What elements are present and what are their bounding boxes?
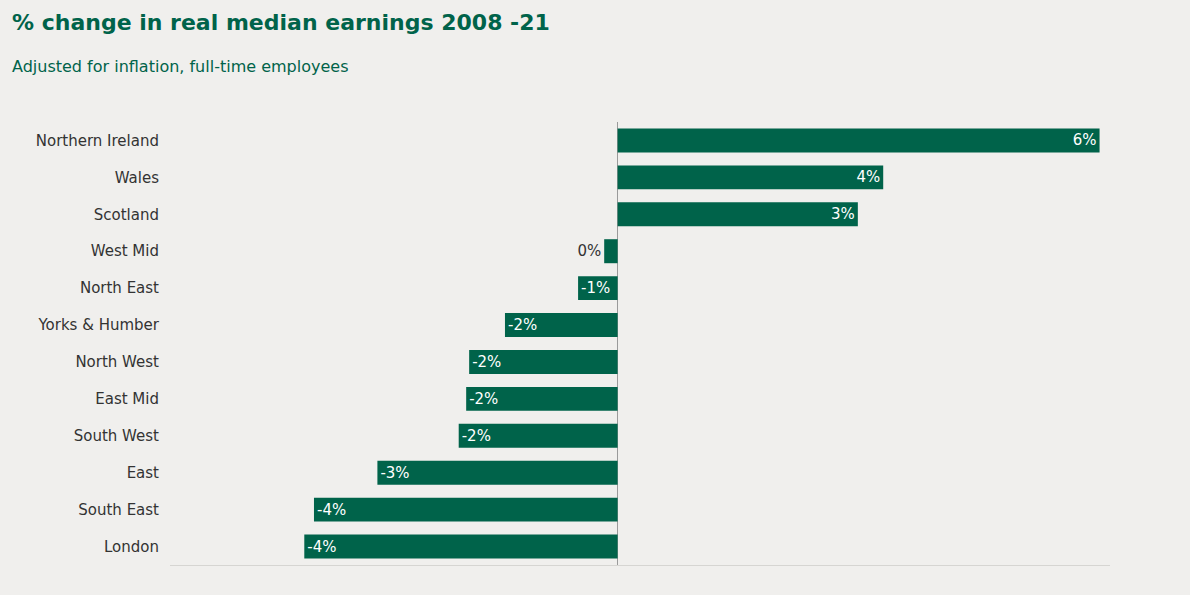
svg-text:-2%: -2% [462,427,491,445]
svg-text:-3%: -3% [380,464,409,482]
svg-text:Yorks & Humber: Yorks & Humber [37,316,159,334]
svg-text:South West: South West [74,427,159,445]
svg-text:4%: 4% [856,168,880,186]
svg-text:-4%: -4% [307,538,336,556]
svg-text:Scotland: Scotland [94,206,159,224]
svg-text:Adjusted for inflation, full-t: Adjusted for inflation, full-time employ… [12,57,348,76]
svg-text:London: London [104,538,159,556]
svg-text:3%: 3% [831,205,855,223]
svg-text:East Mid: East Mid [95,390,159,408]
svg-text:West Mid: West Mid [91,242,159,260]
svg-text:Wales: Wales [115,169,159,187]
svg-text:East: East [127,464,159,482]
svg-text:6%: 6% [1073,131,1097,149]
svg-text:Northern Ireland: Northern Ireland [36,132,159,150]
svg-text:North West: North West [75,353,159,371]
svg-text:-2%: -2% [469,390,498,408]
svg-text:-4%: -4% [317,501,346,519]
svg-text:% change in real median earnin: % change in real median earnings 2008 -2… [12,10,550,35]
svg-text:-2%: -2% [508,316,537,334]
svg-text:North East: North East [80,279,159,297]
svg-text:0%: 0% [577,242,601,260]
svg-text:South East: South East [78,501,159,519]
svg-text:-2%: -2% [472,353,501,371]
svg-text:-1%: -1% [581,279,610,297]
